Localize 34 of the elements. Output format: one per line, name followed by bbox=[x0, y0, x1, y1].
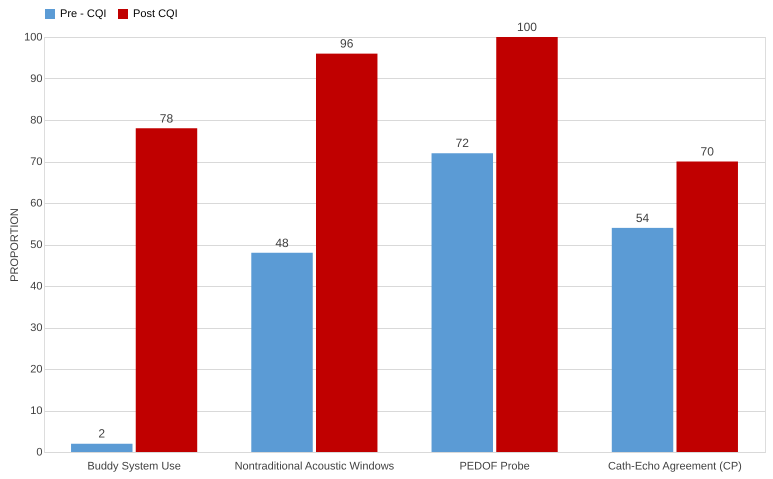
bar bbox=[316, 54, 378, 452]
legend-label: Post CQI bbox=[133, 8, 178, 20]
data-label: 48 bbox=[275, 236, 290, 250]
bar bbox=[251, 252, 313, 452]
data-label: 54 bbox=[636, 210, 650, 225]
bar bbox=[71, 444, 133, 452]
x-tick-label: Nontraditional Acoustic Windows bbox=[234, 460, 395, 472]
data-label: 2 bbox=[98, 426, 106, 441]
y-tick-label: 30 bbox=[30, 322, 42, 334]
x-tick-label: PEDOF Probe bbox=[459, 460, 530, 472]
data-label: 70 bbox=[700, 144, 714, 158]
y-tick-label: 20 bbox=[30, 364, 42, 376]
x-tick-label: Cath-Echo Agreement (CP) bbox=[608, 460, 742, 472]
x-tick-label: Buddy System Use bbox=[87, 460, 181, 472]
y-tick-label: 10 bbox=[30, 405, 42, 417]
data-label: 78 bbox=[160, 111, 174, 126]
data-label: 100 bbox=[516, 20, 538, 34]
y-tick-label: 50 bbox=[30, 239, 42, 251]
y-axis-title: PROPORTION bbox=[9, 208, 22, 282]
bar bbox=[676, 162, 738, 452]
y-tick-label: 70 bbox=[30, 156, 42, 168]
bar bbox=[432, 153, 494, 452]
bar bbox=[136, 128, 198, 452]
y-tick-label: 0 bbox=[36, 446, 42, 458]
data-label: 96 bbox=[340, 36, 354, 51]
data-label: 72 bbox=[456, 136, 470, 150]
y-tick-label: 80 bbox=[30, 114, 42, 126]
y-tick-label: 100 bbox=[24, 32, 42, 44]
bar bbox=[496, 37, 558, 452]
legend-label: Pre - CQI bbox=[60, 8, 106, 20]
y-tick-label: 40 bbox=[30, 280, 42, 292]
y-tick-label: 90 bbox=[30, 73, 42, 85]
bar bbox=[612, 228, 674, 452]
y-tick-label: 60 bbox=[30, 198, 42, 210]
